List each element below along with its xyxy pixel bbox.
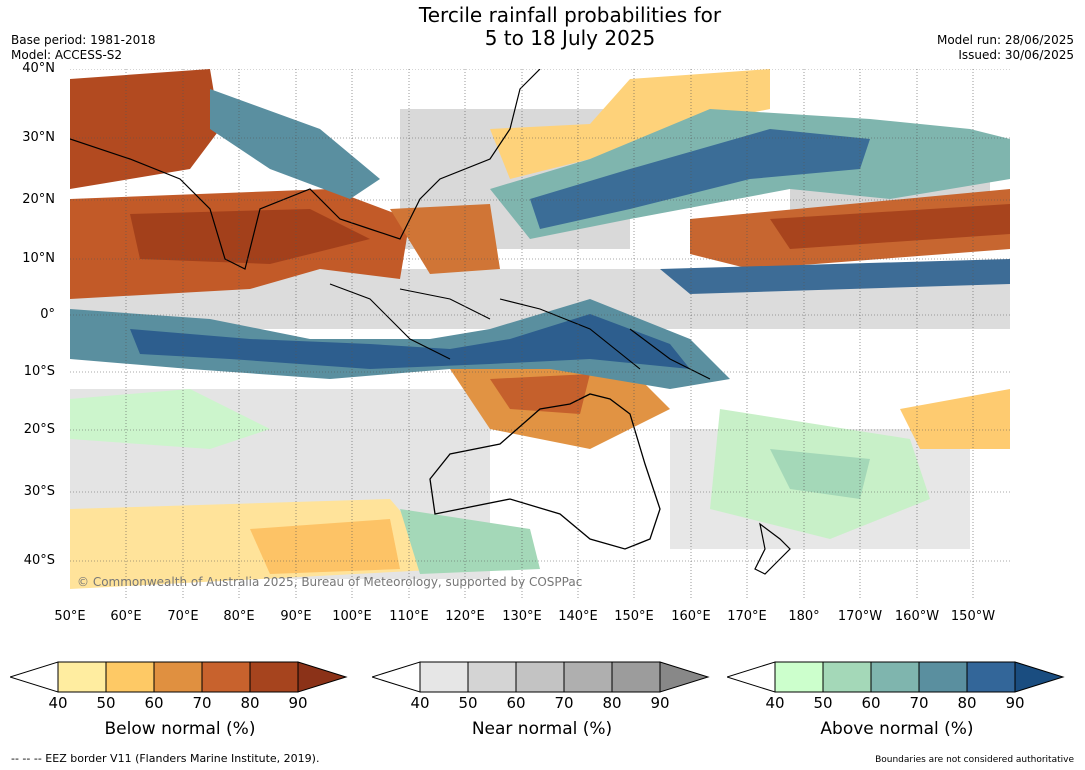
lon-label: 50°E: [54, 609, 86, 624]
colorbar-tick: 50: [458, 694, 478, 712]
graticule: [70, 69, 1010, 562]
colorbar-tick: 70: [192, 694, 212, 712]
colorbar-extend-low: [10, 661, 59, 693]
lon-label: 60°E: [110, 609, 142, 624]
colorbar-swatch: [201, 661, 251, 693]
colorbar-title-near: Near normal (%): [471, 719, 613, 739]
lon-label: 150°W: [950, 609, 996, 624]
below-normal-areas: [70, 69, 1010, 589]
meta-right: Model run: 28/06/2025 Issued: 30/06/2025: [937, 33, 1074, 63]
colorbar-tick: 80: [602, 694, 622, 712]
colorbar-extend-high: [659, 661, 710, 693]
asia-coastline: [70, 69, 541, 270]
model-name: Model: ACCESS-S2: [11, 48, 123, 62]
lat-label: 20°S: [23, 422, 55, 437]
colorbar-tick: 50: [813, 694, 833, 712]
colorbar-title-below: Below normal (%): [104, 719, 256, 739]
colorbar-tick: 90: [650, 694, 670, 712]
lat-label: 40°N: [22, 61, 55, 76]
australia-coastline: [429, 393, 661, 550]
colorbar-tick: 40: [765, 694, 785, 712]
colorbar-below-normal: [10, 661, 348, 693]
lat-label: 40°S: [23, 553, 55, 568]
above-normal-areas: [70, 89, 1010, 574]
title-line-1: Tercile rainfall probabilities for: [418, 3, 722, 27]
lon-label: 180°: [788, 609, 820, 624]
colorbar-swatch: [611, 661, 661, 693]
lat-label: 30°N: [22, 130, 55, 145]
lon-label: 110°E: [389, 609, 429, 624]
colorbar-tick: 70: [909, 694, 929, 712]
colorbar-near-normal: [372, 661, 710, 693]
colorbar-swatch: [249, 661, 299, 693]
lon-label: 120°E: [445, 609, 485, 624]
lon-label: 70°E: [167, 609, 199, 624]
colorbar-title-above: Above normal (%): [820, 719, 974, 739]
lon-label: 90°E: [280, 609, 312, 624]
lon-label: 160°W: [894, 609, 940, 624]
colorbar-swatch: [153, 661, 203, 693]
colorbar-tick: 60: [861, 694, 881, 712]
model-run: Model run: 28/06/2025: [936, 33, 1074, 47]
boundaries-disclaimer: Boundaries are not considered authoritat…: [875, 755, 1074, 765]
colorbar-swatch: [966, 661, 1016, 693]
lon-label: 170°W: [837, 609, 883, 624]
lat-label: 30°S: [23, 484, 55, 499]
colorbar-swatch: [563, 661, 613, 693]
colorbar-swatch: [918, 661, 968, 693]
title-line-2: 5 to 18 July 2025: [484, 26, 656, 50]
colorbar-tick: 90: [1005, 694, 1025, 712]
colorbar-extend-low: [372, 661, 421, 693]
colorbar-swatch: [515, 661, 565, 693]
issued-date: Issued: 30/06/2025: [958, 48, 1074, 62]
colorbar-swatch: [870, 661, 920, 693]
rainfall-probability-map: [70, 69, 1010, 600]
lat-label: 0°: [40, 307, 55, 322]
maritime-continent-coastline: [329, 283, 711, 380]
lat-label: 10°N: [22, 251, 55, 266]
base-period: Base period: 1981-2018: [11, 33, 156, 47]
colorbar-extend-low: [727, 661, 776, 693]
colorbar-tick: 40: [48, 694, 68, 712]
lon-label: 100°E: [332, 609, 372, 624]
colorbar-swatch: [467, 661, 517, 693]
eez-border-note: -- -- -- EEZ border V11 (Flanders Marine…: [11, 752, 320, 765]
colorbar-swatch: [822, 661, 872, 693]
lon-label: 80°E: [223, 609, 255, 624]
colorbar-above-normal: [727, 661, 1065, 693]
lon-label: 130°E: [502, 609, 542, 624]
meta-left: Base period: 1981-2018 Model: ACCESS-S2: [11, 33, 156, 63]
lon-label: 170°E: [727, 609, 767, 624]
colorbar-swatch: [419, 661, 469, 693]
map-title: Tercile rainfall probabilities for 5 to …: [0, 4, 1085, 50]
colorbar-tick: 50: [96, 694, 116, 712]
lat-label: 10°S: [23, 364, 55, 379]
colorbar-swatch: [57, 661, 107, 693]
lon-label: 140°E: [558, 609, 598, 624]
colorbar-tick: 80: [240, 694, 260, 712]
colorbar-tick: 80: [957, 694, 977, 712]
colorbar-tick: 40: [410, 694, 430, 712]
lon-label: 150°E: [614, 609, 654, 624]
copyright-notice: © Commonwealth of Australia 2025, Bureau…: [77, 575, 583, 589]
new-zealand-coastline: [754, 522, 791, 575]
colorbar-swatch: [105, 661, 155, 693]
colorbar-tick: 60: [144, 694, 164, 712]
colorbar-swatch: [774, 661, 824, 693]
colorbar-tick: 60: [506, 694, 526, 712]
colorbar-tick: 70: [554, 694, 574, 712]
lat-label: 20°N: [22, 192, 55, 207]
lon-label: 160°E: [671, 609, 711, 624]
colorbar-extend-high: [297, 661, 348, 693]
colorbar-extend-high: [1014, 661, 1065, 693]
colorbar-tick: 90: [288, 694, 308, 712]
